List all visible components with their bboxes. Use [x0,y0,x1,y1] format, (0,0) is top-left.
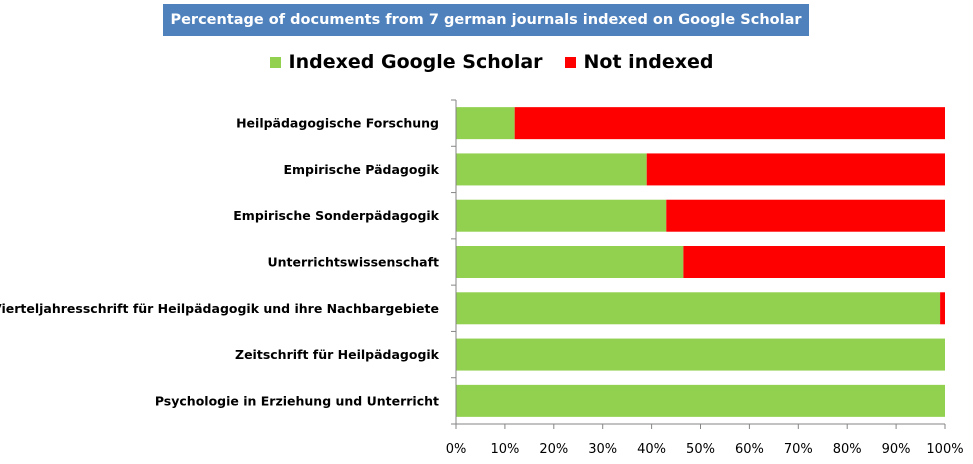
x-tick-label-1: 10% [490,442,519,457]
legend-label-not-indexed: Not indexed [583,51,714,73]
category-label-6: Psychologie in Erziehung und Unterricht [155,393,439,408]
bar-not-indexed-4 [940,292,945,325]
legend-item-not-indexed: Not indexed [564,51,714,73]
chart-title-box: Percentage of documents from 7 german jo… [163,4,809,36]
bar-indexed-6 [456,384,945,417]
category-label-2: Empirische Sonderpädagogik [233,208,439,223]
legend: Indexed Google Scholar Not indexed [0,47,973,77]
x-tick-label-3: 30% [588,442,617,457]
category-label-1: Empirische Pädagogik [283,162,439,177]
category-label-4: Vierteljahresschrift für Heilpädagogik u… [0,301,439,316]
bar-indexed-3 [456,246,684,278]
bar-not-indexed-0 [514,107,945,140]
bar-indexed-5 [456,338,945,371]
legend-item-indexed: Indexed Google Scholar [269,51,543,73]
bar-not-indexed-2 [666,199,945,232]
x-tick-label-7: 70% [784,442,813,457]
category-label-5: Zeitschrift für Heilpädagogik [235,347,440,362]
legend-swatch-not-indexed [564,56,576,68]
x-tick-label-9: 90% [882,442,911,457]
legend-swatch-indexed [269,56,281,68]
bar-not-indexed-3 [683,246,945,278]
bar-indexed-2 [456,199,667,232]
legend-label-indexed: Indexed Google Scholar [288,51,543,73]
bar-indexed-4 [456,292,941,325]
x-tick-label-0: 0% [446,442,467,457]
x-tick-label-2: 20% [539,442,568,457]
bar-indexed-0 [456,107,515,140]
x-tick-label-5: 50% [686,442,715,457]
x-tick-label-4: 40% [637,442,666,457]
x-tick-label-10: 100% [926,442,963,457]
bar-indexed-1 [456,153,647,186]
x-tick-label-6: 60% [735,442,764,457]
chart-title: Percentage of documents from 7 german jo… [170,12,802,28]
x-tick-label-8: 80% [833,442,862,457]
category-label-3: Unterrichtswissenschaft [267,255,439,270]
bar-not-indexed-1 [646,153,945,186]
category-label-0: Heilpädagogische Forschung [236,116,439,131]
